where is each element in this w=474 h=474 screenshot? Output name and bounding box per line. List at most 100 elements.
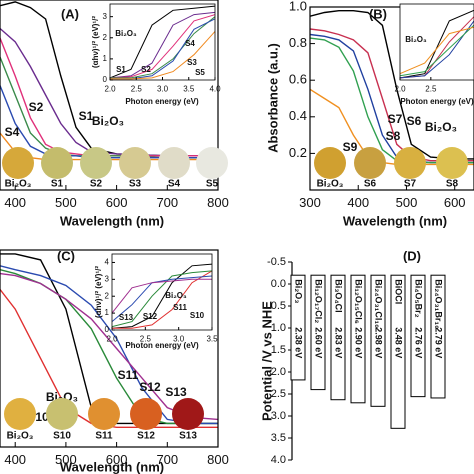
y-tick-label: 4 bbox=[105, 258, 110, 267]
series-line bbox=[110, 31, 215, 80]
y-tick-label: 1 bbox=[105, 308, 110, 317]
band-bar bbox=[310, 274, 326, 391]
y-axis-label: Potential /V vs NHE bbox=[259, 301, 274, 421]
band-bar bbox=[370, 274, 386, 407]
y-tick-label: 0 bbox=[105, 325, 110, 334]
x-tick-label: 500 bbox=[55, 195, 77, 210]
sample-swatch bbox=[41, 147, 73, 179]
gap-label: 2.90 eV bbox=[354, 327, 364, 358]
y-tick-label: 4.0 bbox=[271, 454, 286, 466]
gap-label: 2.98 eV bbox=[374, 327, 384, 358]
swatch-label: S12 bbox=[137, 431, 155, 442]
sample-swatch bbox=[314, 147, 346, 179]
y-tick-label: 1.0 bbox=[271, 322, 286, 334]
x-tick-label: 700 bbox=[156, 195, 178, 210]
curve-label: S1 bbox=[116, 65, 126, 74]
gap-label: 2.38 eV bbox=[294, 327, 304, 358]
swatch-label: S10 bbox=[53, 431, 71, 442]
x-tick-label: 2.0 bbox=[394, 84, 406, 93]
x-tick-label: 3.5 bbox=[183, 84, 195, 93]
band-bar bbox=[430, 274, 446, 399]
curve-label: S8 bbox=[386, 129, 401, 143]
y-tick-label: 0.8 bbox=[289, 35, 307, 50]
panel-label: (A) bbox=[61, 6, 79, 21]
x-tick-label: 400 bbox=[4, 195, 26, 210]
y-tick-label: 3 bbox=[103, 12, 108, 21]
y-tick-label: 2.5 bbox=[271, 388, 286, 400]
compound-label: Bi₂O₃ bbox=[294, 279, 304, 303]
sample-swatch bbox=[130, 398, 162, 430]
swatch-label: S3 bbox=[129, 179, 142, 190]
sample-swatch bbox=[119, 147, 151, 179]
x-tick-label: 300 bbox=[299, 195, 321, 210]
band-bar bbox=[350, 274, 366, 404]
swatch-label: Bi₂O₃ bbox=[317, 179, 344, 190]
curve-label: S12 bbox=[139, 380, 161, 394]
swatch-label: S4 bbox=[168, 179, 181, 190]
x-axis-label: Wavelength (nm) bbox=[60, 213, 164, 228]
x-tick-label: 600 bbox=[106, 452, 128, 467]
series-line bbox=[400, 26, 474, 75]
plot-frame bbox=[309, 6, 474, 191]
x-tick-label: 400 bbox=[4, 452, 26, 467]
compound-label: Bi₁₂O₁₅Cl₆ bbox=[354, 279, 364, 324]
y-tick-label: 3.0 bbox=[271, 410, 286, 422]
x-tick-label: 2.5 bbox=[140, 334, 152, 343]
compound-label: Bi₁₂O₁₇Cl₂ bbox=[314, 279, 324, 323]
curve-label: S6 bbox=[407, 114, 422, 128]
y-tick-label: 2 bbox=[105, 291, 110, 300]
swatch-label: S8 bbox=[446, 179, 459, 190]
curve-label: Bi₂O₃ bbox=[115, 29, 137, 38]
swatch-label: S2 bbox=[90, 179, 103, 190]
swatch-label: Bi₂O₃ bbox=[5, 179, 32, 190]
x-axis-label: Wavelength (nm) bbox=[343, 213, 447, 228]
curve-label: S2 bbox=[141, 65, 151, 74]
panel-label: (B) bbox=[369, 6, 387, 21]
curve-label: Bi₂O₃ bbox=[92, 114, 124, 128]
series-line bbox=[112, 278, 212, 314]
x-axis-label: Photon energy (eV) bbox=[125, 341, 199, 350]
y-tick-label: 1.5 bbox=[271, 344, 286, 356]
gap-label: 2.76 eV bbox=[414, 327, 424, 358]
y-tick-label: 3.5 bbox=[271, 432, 286, 444]
series-line bbox=[112, 263, 212, 329]
series-line bbox=[112, 270, 212, 328]
curve-label: S9 bbox=[343, 140, 358, 154]
x-axis-label: Photon energy (eV) bbox=[125, 97, 199, 106]
gap-label: 2.79 eV bbox=[434, 327, 444, 358]
y-tick-label: 0.0 bbox=[271, 278, 286, 290]
y-tick-label: 0.2 bbox=[289, 145, 307, 160]
plot-frame bbox=[0, 0, 219, 191]
y-tick-label: 0.4 bbox=[289, 108, 307, 123]
swatch-label: Bi₂O₃ bbox=[7, 431, 34, 442]
x-tick-label: 2.0 bbox=[104, 84, 116, 93]
y-tick-label: 2.0 bbox=[271, 366, 286, 378]
swatch-label: S11 bbox=[95, 431, 113, 442]
curve-label: S12 bbox=[143, 312, 158, 321]
plot-frame bbox=[399, 3, 474, 81]
x-tick-label: 800 bbox=[207, 452, 229, 467]
y-tick-label: 0 bbox=[103, 75, 108, 84]
x-tick-label: 2.5 bbox=[131, 84, 143, 93]
inset-background bbox=[110, 4, 215, 80]
swatch-label: S5 bbox=[206, 179, 219, 190]
x-tick-label: 4.0 bbox=[209, 84, 221, 93]
panel-label: (D) bbox=[403, 248, 421, 263]
band-bar bbox=[410, 274, 426, 398]
sample-swatch bbox=[46, 398, 78, 430]
compound-label: Bi₃O₄Cl bbox=[334, 279, 344, 312]
x-tick-label: 400 bbox=[347, 195, 369, 210]
swatch-label: S7 bbox=[404, 179, 417, 190]
y-tick-label: 3 bbox=[105, 274, 110, 283]
gap-label: 2.60 eV bbox=[314, 327, 324, 358]
y-tick-label: 0.5 bbox=[271, 300, 286, 312]
y-tick-label: 1.0 bbox=[289, 0, 307, 13]
gap-label: 2.83 eV bbox=[334, 327, 344, 358]
curve-label: S7 bbox=[388, 112, 403, 126]
curve-label: S3 bbox=[187, 58, 197, 67]
compound-label: Bi₄O₅Br₂ bbox=[414, 279, 424, 317]
curve-label: Bi₂O₃ bbox=[425, 120, 457, 134]
band-bar bbox=[290, 274, 306, 381]
series-line bbox=[110, 14, 215, 79]
